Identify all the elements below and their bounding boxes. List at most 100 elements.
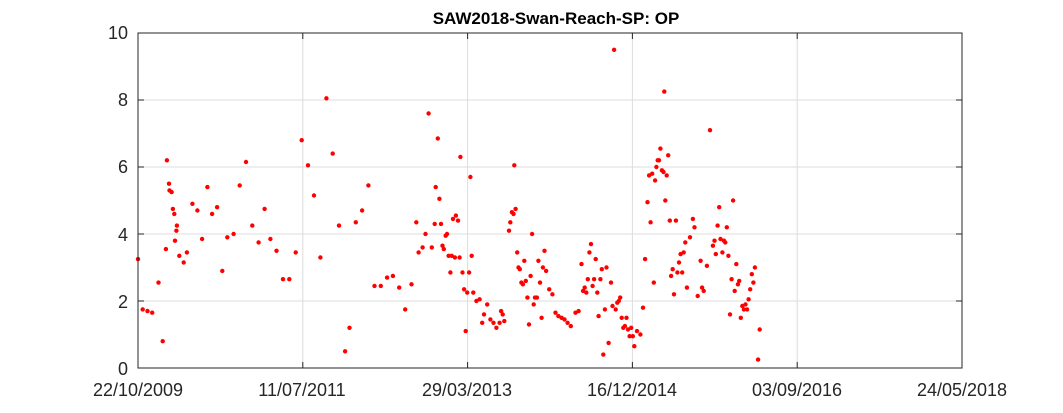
data-point (734, 261, 739, 267)
data-point (718, 236, 723, 242)
data-point (293, 250, 298, 255)
data-point (453, 213, 459, 218)
data-point (576, 308, 581, 314)
data-point (737, 278, 742, 284)
data-point (528, 273, 533, 279)
data-point (651, 280, 656, 285)
data-point (536, 258, 541, 263)
data-point (670, 267, 675, 272)
data-point (588, 241, 594, 247)
data-point (632, 344, 637, 349)
data-point (630, 334, 635, 339)
data-point (749, 272, 754, 277)
data-point (553, 310, 558, 315)
y-tick-label: 0 (118, 359, 128, 379)
data-point (539, 315, 544, 320)
data-point (699, 285, 705, 290)
data-point (547, 287, 552, 292)
data-point (429, 245, 434, 250)
data-point (455, 218, 461, 223)
data-point (540, 265, 546, 270)
data-point (748, 287, 753, 292)
data-point (311, 193, 317, 198)
data-point (654, 164, 659, 170)
data-point (701, 288, 706, 294)
data-point (488, 317, 493, 322)
data-point (596, 313, 601, 319)
data-point (652, 178, 658, 183)
data-point (593, 256, 598, 262)
data-point (330, 151, 335, 156)
data-point (184, 250, 190, 255)
data-point (751, 280, 756, 285)
data-point (491, 320, 496, 325)
data-point (687, 235, 693, 240)
data-point (466, 270, 472, 275)
y-axis-tick-labels: 0 2 4 6 8 10 (108, 23, 128, 379)
data-point (730, 198, 736, 203)
data-point (744, 307, 750, 312)
data-point (438, 221, 444, 227)
data-point (432, 221, 437, 227)
data-point (529, 231, 535, 237)
data-point (710, 243, 716, 248)
data-point (618, 295, 623, 300)
data-point (707, 128, 713, 133)
data-point (423, 231, 428, 237)
data-point (481, 312, 487, 317)
data-point (458, 154, 463, 160)
data-point (526, 322, 532, 327)
data-point (220, 268, 225, 274)
data-point (727, 312, 733, 317)
data-point (342, 349, 348, 354)
data-point (746, 297, 751, 302)
data-point (550, 292, 555, 297)
data-point (542, 248, 547, 253)
data-point (599, 267, 604, 272)
data-point (494, 325, 499, 330)
data-point (658, 146, 663, 151)
data-point (584, 290, 589, 295)
data-point (497, 320, 502, 325)
data-points (135, 47, 762, 362)
data-point (145, 308, 150, 314)
data-point (757, 327, 762, 332)
data-point (729, 277, 734, 282)
data-point (537, 280, 543, 285)
data-point (568, 323, 573, 329)
data-point (305, 163, 311, 168)
data-point (692, 225, 697, 230)
data-point (662, 89, 667, 94)
data-point (366, 183, 371, 188)
data-point (287, 277, 292, 282)
data-point (498, 308, 504, 314)
data-point (638, 332, 643, 337)
data-point (465, 290, 470, 295)
data-point (515, 250, 520, 255)
data-point (250, 223, 255, 228)
data-point (629, 325, 634, 330)
data-point (324, 96, 329, 101)
data-point (591, 277, 597, 282)
data-point (403, 307, 408, 312)
data-point (163, 246, 169, 252)
data-point (743, 302, 748, 307)
data-point (608, 280, 614, 285)
data-point (420, 245, 425, 250)
data-point (414, 220, 419, 225)
data-point (531, 302, 536, 307)
data-point (598, 277, 603, 282)
data-point (667, 218, 672, 223)
data-point (214, 205, 220, 210)
data-point (262, 206, 267, 212)
data-point (469, 253, 474, 258)
data-point (448, 270, 453, 275)
data-point (446, 253, 451, 258)
data-point (602, 307, 608, 312)
x-tick-label: 11/07/2011 (258, 380, 345, 400)
data-point (606, 340, 611, 346)
data-point (587, 250, 592, 255)
x-axis-tick-labels: 22/10/2009 11/07/2011 29/03/2013 16/12/2… (93, 380, 1007, 400)
data-point (562, 317, 567, 322)
